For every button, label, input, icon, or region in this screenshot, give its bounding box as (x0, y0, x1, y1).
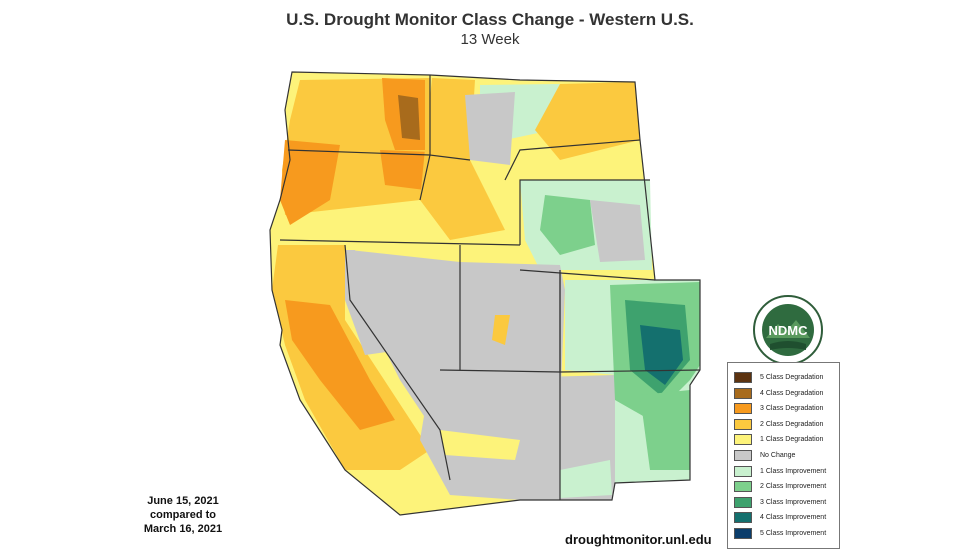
legend-label: 4 Class Degradation (760, 389, 824, 397)
legend-label: 2 Class Improvement (760, 483, 827, 491)
legend-item: 1 Class Degradation (734, 433, 823, 446)
legend-item: 2 Class Degradation (734, 418, 823, 431)
wa-deg4-core (398, 95, 420, 140)
ndmc-logo: NDMC (753, 295, 823, 365)
arizona-deg1-patch (440, 430, 520, 460)
date-previous: March 16, 2021 (143, 523, 223, 535)
legend-swatch (734, 528, 752, 539)
sw-imp-patch (560, 460, 612, 498)
california-deg3 (285, 300, 395, 430)
legend-label: 4 Class Improvement (760, 514, 827, 522)
legend-label: 3 Class Improvement (760, 498, 827, 506)
legend-item: 5 Class Improvement (734, 527, 826, 540)
legend-item: 3 Class Improvement (734, 496, 826, 509)
source-url[interactable]: droughtmonitor.unl.edu (565, 532, 712, 547)
map-title: U.S. Drought Monitor Class Change - West… (286, 10, 694, 29)
legend-item: 4 Class Improvement (734, 511, 826, 524)
nm-east-imp2 (640, 390, 690, 470)
legend-swatch (734, 387, 752, 399)
legend-swatch (734, 496, 752, 508)
state-borders (269, 71, 701, 516)
legend-item: 4 Class Degradation (734, 387, 823, 400)
wyoming-imp2 (540, 195, 595, 255)
legend-label: 1 Class Degradation (760, 436, 824, 444)
legend-swatch (734, 434, 752, 446)
oregon-east-deg3 (380, 150, 430, 190)
utah-deg-streak (492, 315, 510, 345)
legend-label: 5 Class Improvement (760, 530, 827, 537)
map-subtitle: 13 Week (460, 31, 520, 48)
legend: 5 Class Degradation 4 Class Degradation 3 … (727, 362, 840, 549)
legend-swatch (734, 465, 752, 477)
legend-item: 2 Class Improvement (734, 480, 826, 493)
legend-swatch (734, 481, 752, 493)
legend-swatch (734, 512, 752, 524)
legend-swatch (734, 403, 752, 415)
comparison-dates: June 15, 2021 compared to March 16, 2021 (128, 494, 238, 536)
legend-swatch (734, 418, 752, 430)
legend-item: 1 Class Improvement (734, 465, 826, 478)
montana-nochange (465, 92, 515, 165)
date-compared-to: compared to (149, 509, 216, 521)
wyoming-nc (590, 200, 645, 262)
legend-label: 3 Class Degradation (760, 405, 824, 413)
montana-east-deg2 (535, 82, 640, 160)
date-current: June 15, 2021 (147, 495, 219, 507)
legend-item: 5 Class Degradation (734, 371, 823, 384)
legend-label: 1 Class Improvement (760, 467, 827, 475)
legend-item: No Change (734, 449, 795, 462)
oregon-coast-deg3 (280, 140, 340, 225)
logo-text: NDMC (769, 323, 809, 338)
legend-label: No Change (760, 452, 796, 459)
legend-label: 2 Class Degradation (760, 420, 824, 428)
legend-swatch (734, 450, 752, 461)
legend-item: 3 Class Degradation (734, 402, 823, 415)
legend-label: 5 Class Degradation (760, 374, 824, 381)
legend-swatch (734, 372, 752, 383)
